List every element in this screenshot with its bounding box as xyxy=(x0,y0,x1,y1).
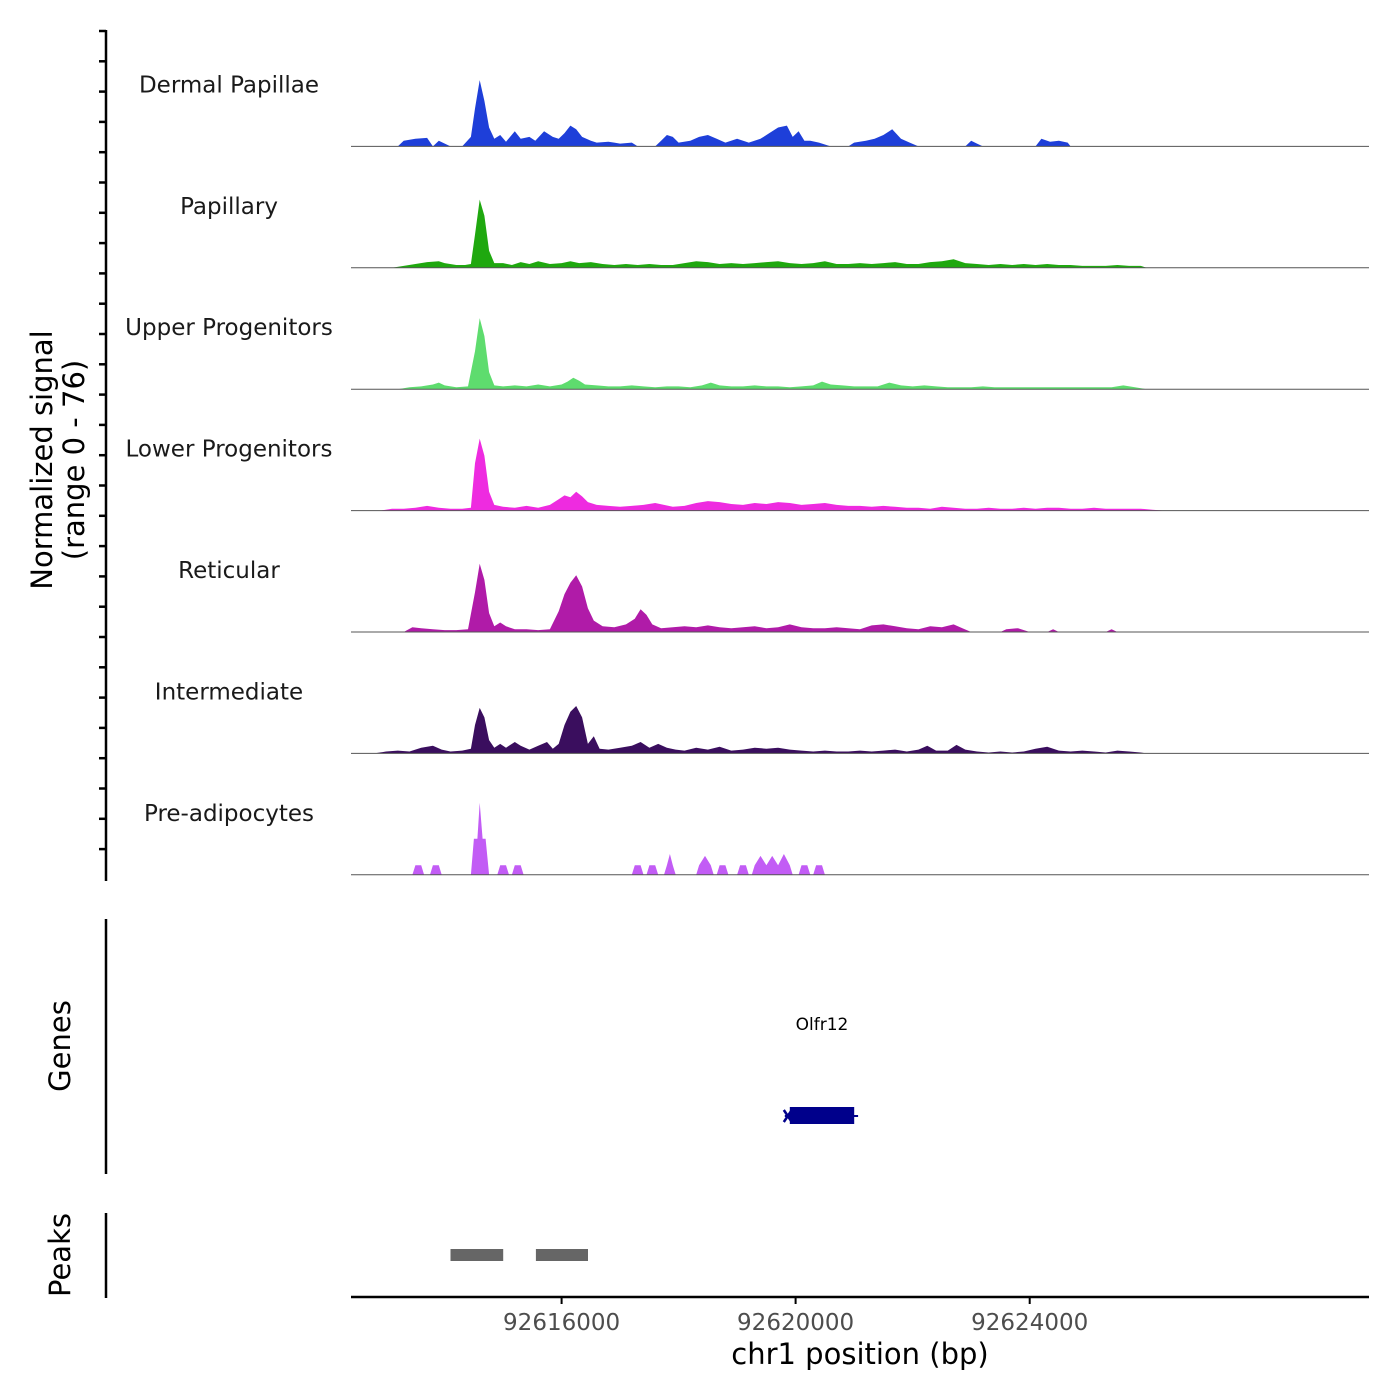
gene-label: Olfr12 xyxy=(796,1015,849,1035)
signal-area xyxy=(380,438,1165,511)
track-label: Papillary xyxy=(180,194,278,220)
gene-strand-marker xyxy=(782,1109,793,1123)
signal-area xyxy=(397,80,1071,147)
signal-area xyxy=(397,318,1147,390)
peak-bar xyxy=(535,1249,588,1261)
track-intermediate: Intermediate xyxy=(155,679,1369,754)
peaks-panel-label: Peaks xyxy=(43,1213,77,1297)
track-reticular: Reticular xyxy=(178,558,1369,633)
signal-area xyxy=(392,199,1147,268)
x-tick-label: 92624000 xyxy=(971,1310,1088,1336)
y-axis-title: Normalized signal xyxy=(25,330,59,589)
track-pre-adipocytes: Pre-adipocytes xyxy=(144,801,1369,876)
track-upper-progenitors: Upper Progenitors xyxy=(125,315,1369,390)
x-tick-label: 92620000 xyxy=(737,1310,854,1336)
signal-area xyxy=(403,563,1118,632)
track-label: Pre-adipocytes xyxy=(144,801,314,827)
track-label: Dermal Papillae xyxy=(139,72,319,98)
peaks-track xyxy=(450,1249,588,1261)
track-label: Lower Progenitors xyxy=(126,437,333,463)
track-label: Intermediate xyxy=(155,679,303,705)
track-label: Upper Progenitors xyxy=(125,315,333,341)
track-papillary: Papillary xyxy=(180,194,1369,269)
signal-area xyxy=(374,706,1147,754)
track-dermal-papillae: Dermal Papillae xyxy=(139,72,1369,147)
signal-area xyxy=(412,802,825,875)
signal-tracks: Dermal Papillae Papillary Upper Progenitor… xyxy=(125,72,1369,876)
x-axis-ticks: 92616000 92620000 92624000 xyxy=(503,1297,1088,1336)
signal-axis-ticks xyxy=(99,29,106,851)
gene-exon xyxy=(789,1107,855,1124)
x-tick-label: 92616000 xyxy=(503,1310,620,1336)
track-lower-progenitors: Lower Progenitors xyxy=(126,437,1369,512)
y-axis-subtitle: (range 0 - 76) xyxy=(57,360,91,560)
genes-panel-label: Genes xyxy=(43,1000,77,1092)
x-axis-title: chr1 position (bp) xyxy=(731,1337,988,1371)
track-label: Reticular xyxy=(178,558,280,584)
peak-bar xyxy=(450,1249,504,1261)
genes-track: Olfr12 xyxy=(782,1015,859,1124)
